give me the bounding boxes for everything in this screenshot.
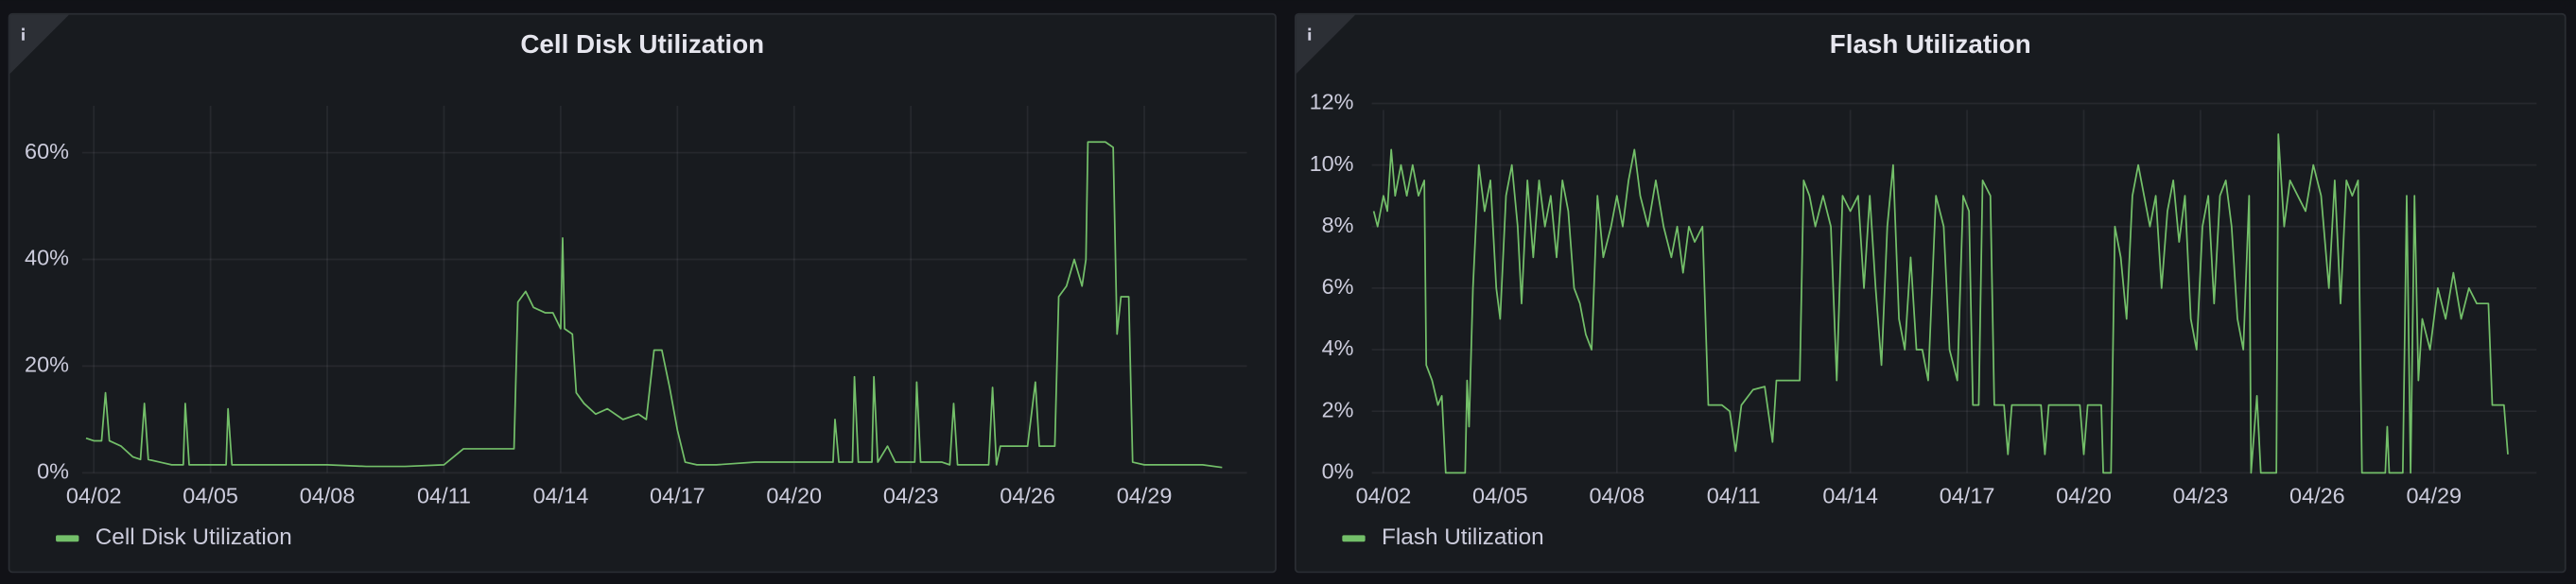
legend-label: Cell Disk Utilization [96, 524, 292, 550]
x-tick-label: 04/02 [1356, 484, 1412, 508]
info-icon [1308, 32, 1312, 41]
x-tick-label: 04/08 [1589, 484, 1645, 508]
x-tick-label: 04/23 [883, 484, 939, 508]
y-tick-label: 40% [25, 246, 69, 270]
x-tick-label: 04/05 [183, 484, 238, 508]
x-tick-label: 04/23 [2173, 484, 2229, 508]
y-tick-label: 4% [1322, 335, 1354, 360]
x-tick-label: 04/17 [650, 484, 705, 508]
info-icon [1308, 27, 1312, 31]
y-tick-label: 8% [1322, 213, 1354, 237]
y-tick-label: 10% [1310, 151, 1354, 176]
x-tick-label: 04/26 [2289, 484, 2345, 508]
x-tick-label: 04/11 [1707, 484, 1761, 508]
info-corner[interactable] [9, 14, 69, 75]
series-line [85, 141, 1223, 469]
x-tick-label: 04/29 [2406, 484, 2462, 508]
y-tick-label: 6% [1322, 274, 1354, 299]
legend-swatch [56, 535, 79, 542]
x-tick-label: 04/14 [1822, 484, 1878, 508]
x-tick-label: 04/02 [66, 484, 122, 508]
y-tick-label: 0% [37, 459, 69, 484]
x-tick-label: 04/20 [766, 484, 822, 508]
x-tick-label: 04/26 [1000, 484, 1055, 508]
x-tick-label: 04/29 [1117, 484, 1173, 508]
info-icon [22, 27, 25, 31]
panel [1294, 12, 2567, 574]
y-tick-label: 12% [1310, 90, 1354, 114]
panel [8, 12, 1277, 574]
series-line [1372, 133, 2509, 474]
x-tick-label: 04/11 [417, 484, 471, 508]
y-tick-label: 20% [25, 352, 69, 377]
x-tick-label: 04/14 [533, 484, 589, 508]
x-tick-label: 04/17 [1940, 484, 1995, 508]
x-tick-label: 04/20 [2056, 484, 2112, 508]
y-tick-label: 0% [1322, 459, 1354, 484]
x-tick-label: 04/05 [1472, 484, 1528, 508]
info-icon [22, 32, 25, 41]
y-tick-label: 60% [25, 139, 69, 163]
x-tick-label: 04/08 [300, 484, 356, 508]
panel-title: Flash Utilization [1830, 29, 2031, 59]
panel-title: Cell Disk Utilization [520, 29, 764, 59]
y-tick-label: 2% [1322, 397, 1354, 421]
legend-label: Flash Utilization [1382, 524, 1544, 550]
legend-swatch [1342, 535, 1366, 542]
